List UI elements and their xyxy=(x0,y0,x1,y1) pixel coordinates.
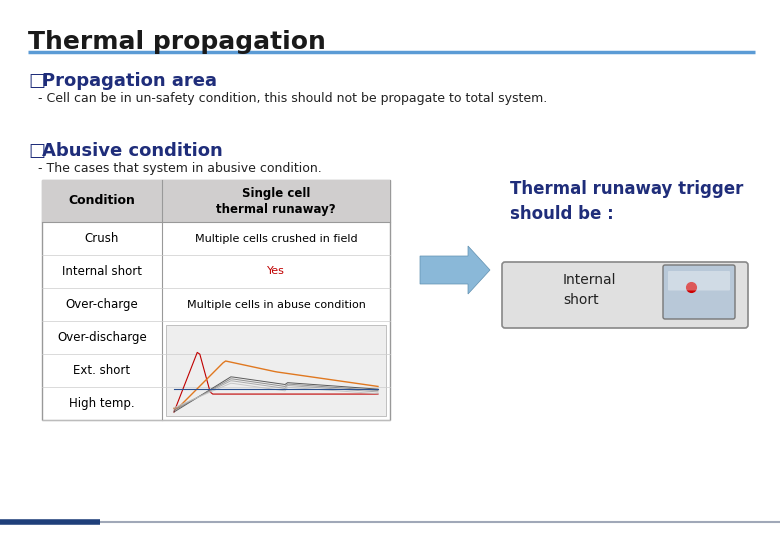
Text: - The cases that system in abusive condition.: - The cases that system in abusive condi… xyxy=(38,162,321,175)
Text: Single cell
thermal runaway?: Single cell thermal runaway? xyxy=(216,186,336,215)
Text: Thermal propagation: Thermal propagation xyxy=(28,30,326,54)
Text: Crush: Crush xyxy=(85,232,119,245)
Text: Thermal runaway trigger
should be :: Thermal runaway trigger should be : xyxy=(510,180,743,223)
Text: High temp.: High temp. xyxy=(69,397,135,410)
Text: - Cell can be in un-safety condition, this should not be propagate to total syst: - Cell can be in un-safety condition, th… xyxy=(38,92,548,105)
Bar xyxy=(42,180,390,222)
FancyBboxPatch shape xyxy=(668,271,730,291)
Text: Internal short: Internal short xyxy=(62,265,142,278)
Text: □: □ xyxy=(28,72,45,90)
Text: Over-discharge: Over-discharge xyxy=(57,331,147,344)
Text: Abusive condition: Abusive condition xyxy=(42,142,223,160)
Text: Condition: Condition xyxy=(69,194,136,207)
FancyArrow shape xyxy=(420,246,490,294)
FancyBboxPatch shape xyxy=(663,265,735,319)
Text: Ext. short: Ext. short xyxy=(73,364,130,377)
Text: Propagation area: Propagation area xyxy=(42,72,217,90)
Text: Yes: Yes xyxy=(267,267,285,276)
Text: Multiple cells crushed in field: Multiple cells crushed in field xyxy=(195,233,357,244)
Text: □: □ xyxy=(28,142,45,160)
Text: Multiple cells in abuse condition: Multiple cells in abuse condition xyxy=(186,300,366,309)
Bar xyxy=(166,325,386,416)
Bar xyxy=(42,180,390,420)
FancyBboxPatch shape xyxy=(502,262,748,328)
Text: Over-charge: Over-charge xyxy=(66,298,138,311)
Text: Internal
short: Internal short xyxy=(563,273,616,307)
